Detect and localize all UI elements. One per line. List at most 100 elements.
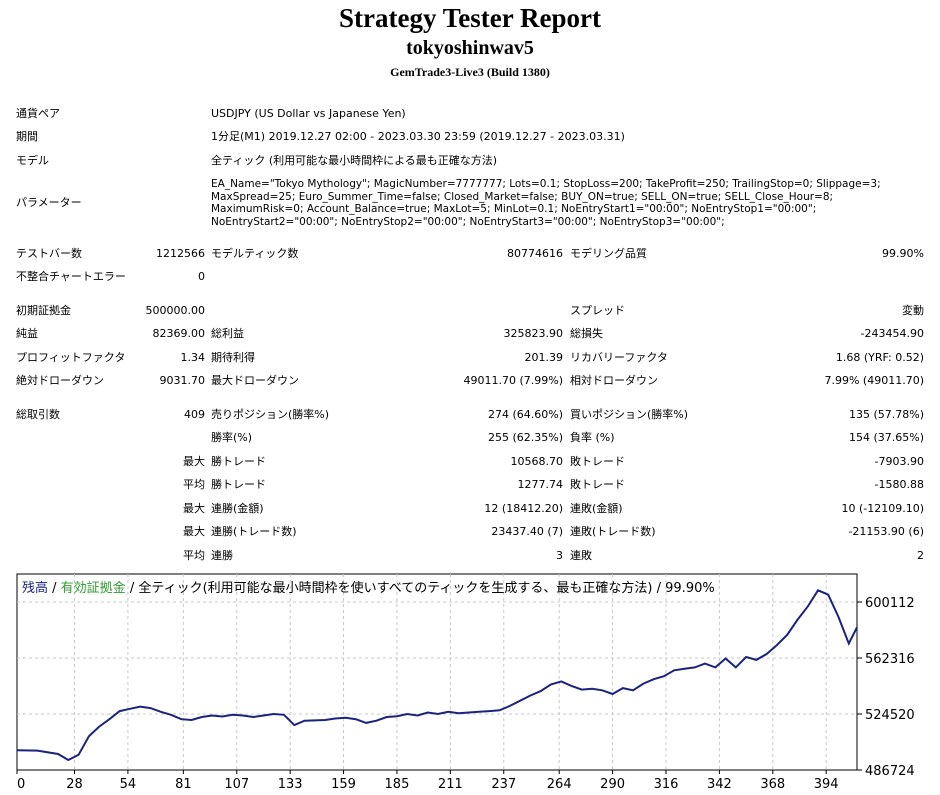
model-value: 全ティック (利用可能な最小時間枠による最も正確な方法) bbox=[211, 154, 498, 167]
consec-wins-label: 連勝(金額) bbox=[211, 502, 264, 515]
y-tick-label: 600112 bbox=[865, 596, 915, 611]
avg-word: 平均 bbox=[183, 478, 205, 491]
gross-profit-value: 325823.90 bbox=[503, 327, 564, 340]
x-tick-label: 237 bbox=[491, 777, 516, 792]
build-info: GemTrade3-Live3 (Build 1380) bbox=[390, 65, 550, 79]
symbol-value: USDJPY (US Dollar vs Japanese Yen) bbox=[211, 107, 406, 120]
params-value: EA_Name="Tokyo Mythology"; MagicNumber=7… bbox=[211, 178, 881, 228]
max-word-3: 最大 bbox=[183, 525, 205, 538]
balance-line bbox=[16, 589, 858, 762]
quality-value: 99.90% bbox=[882, 247, 924, 260]
max-dd-value: 49011.70 (7.99%) bbox=[463, 374, 563, 387]
params-label: パラメーター bbox=[16, 196, 82, 209]
x-tick-label: 394 bbox=[814, 777, 839, 792]
win-value: 255 (62.35%) bbox=[487, 431, 563, 444]
max-word: 最大 bbox=[183, 455, 205, 468]
y-tick-label: 562316 bbox=[865, 652, 915, 667]
spread-label: スプレッド bbox=[570, 304, 625, 317]
x-tick-label: 185 bbox=[385, 777, 410, 792]
x-tick-labels: 0 28 54 81 107 133 159 185 211 237 264 290 316 342 368… bbox=[16, 770, 839, 792]
x-tick-label: 28 bbox=[66, 777, 83, 792]
avg-word-2: 平均 bbox=[183, 549, 205, 562]
gross-loss-value: -243454.90 bbox=[860, 327, 924, 340]
period-value: 1分足(M1) 2019.12.27 02:00 - 2023.03.30 23… bbox=[211, 130, 625, 143]
quality-label: モデリング品質 bbox=[570, 247, 647, 260]
largest-win-value: 10568.70 bbox=[510, 455, 564, 468]
consec-profit-label: 連勝(トレード数) bbox=[211, 525, 297, 538]
max-word-2: 最大 bbox=[183, 502, 205, 515]
ticks-value: 80774616 bbox=[507, 247, 563, 260]
avg-consec-win-value: 3 bbox=[556, 549, 563, 562]
consec-loss-label: 連敗(トレード数) bbox=[570, 525, 656, 538]
trades-value: 409 bbox=[184, 408, 205, 421]
recovery-value: 1.68 (YRF: 0.52) bbox=[835, 351, 924, 364]
ticks-label: モデルティック数 bbox=[211, 247, 299, 260]
deposit-label: 初期証拠金 bbox=[16, 304, 71, 317]
payoff-value: 201.39 bbox=[524, 351, 564, 364]
win-trade-label: 勝トレード bbox=[211, 455, 266, 468]
spread-value: 変動 bbox=[902, 304, 924, 317]
symbol-label: 通貨ペア bbox=[16, 107, 60, 120]
avg-win-trade-label: 勝トレード bbox=[211, 478, 266, 491]
x-tick-label: 316 bbox=[654, 777, 679, 792]
y-tick-label: 524520 bbox=[865, 708, 915, 723]
win-label: 勝率(%) bbox=[211, 431, 253, 444]
legend-equity: 有効証拠金 bbox=[61, 580, 126, 596]
payoff-label: 期待利得 bbox=[211, 351, 255, 364]
errors-label: 不整合チャートエラー bbox=[16, 270, 126, 283]
x-tick-label: 290 bbox=[600, 777, 625, 792]
net-label: 純益 bbox=[16, 327, 38, 340]
avg-loss-value: -1580.88 bbox=[874, 478, 924, 491]
bars-value: 1212566 bbox=[156, 247, 205, 260]
avg-loss-trade-label: 敗トレード bbox=[570, 478, 625, 491]
net-value: 82369.00 bbox=[152, 327, 206, 340]
abs-dd-label: 絶対ドローダウン bbox=[16, 374, 104, 387]
rel-dd-label: 相対ドローダウン bbox=[570, 374, 658, 387]
rel-dd-value: 7.99% (49011.70) bbox=[824, 374, 924, 387]
loss-value: 154 (37.65%) bbox=[848, 431, 924, 444]
plot-frame bbox=[16, 573, 858, 771]
x-tick-label: 133 bbox=[278, 777, 303, 792]
x-tick-label: 264 bbox=[547, 777, 572, 792]
pf-label: プロフィットファクタ bbox=[16, 351, 126, 364]
pf-value: 1.34 bbox=[180, 351, 206, 364]
deposit-value: 500000.00 bbox=[145, 304, 206, 317]
long-value: 135 (57.78%) bbox=[848, 408, 924, 421]
largest-loss-value: -7903.90 bbox=[874, 455, 924, 468]
loss-label: 負率 (%) bbox=[570, 431, 615, 444]
x-tick-label: 342 bbox=[707, 777, 732, 792]
gross-profit-label: 総利益 bbox=[211, 327, 244, 340]
max-dd-label: 最大ドローダウン bbox=[211, 374, 299, 387]
ea-name: tokyoshinwav5 bbox=[406, 37, 534, 59]
x-tick-label: 107 bbox=[224, 777, 249, 792]
abs-dd-value: 9031.70 bbox=[159, 374, 206, 387]
avg-consec-win-label: 連勝 bbox=[211, 549, 233, 562]
x-tick-label: 159 bbox=[331, 777, 356, 792]
x-tick-label: 54 bbox=[120, 777, 137, 792]
consec-losses-label: 連敗(金額) bbox=[570, 502, 623, 515]
x-tick-label: 0 bbox=[17, 777, 25, 792]
chart-legend: 残高 / 有効証拠金 / 全ティック(利用可能な最小時間枠を使いすべてのティック… bbox=[22, 580, 715, 596]
loss-trade-label: 敗トレード bbox=[570, 455, 625, 468]
recovery-label: リカバリーファクタ bbox=[570, 351, 668, 364]
gross-loss-label: 総損失 bbox=[570, 327, 603, 340]
avg-consec-loss-value: 2 bbox=[917, 549, 924, 562]
short-value: 274 (64.60%) bbox=[487, 408, 563, 421]
x-tick-label: 211 bbox=[438, 777, 463, 792]
consec-loss-value: -21153.90 (6) bbox=[848, 525, 924, 538]
legend-sep-1: / bbox=[48, 581, 61, 596]
trades-label: 総取引数 bbox=[16, 408, 60, 421]
short-label: 売りポジション(勝率%) bbox=[211, 408, 330, 421]
x-tick-label: 81 bbox=[175, 777, 192, 792]
avg-win-value: 1277.74 bbox=[517, 478, 564, 491]
period-label: 期間 bbox=[16, 130, 38, 143]
avg-consec-loss-label: 連敗 bbox=[570, 549, 592, 562]
legend-balance: 残高 bbox=[22, 580, 48, 596]
x-tick-label: 368 bbox=[760, 777, 785, 792]
y-tick-label: 486724 bbox=[865, 764, 915, 779]
consec-wins-value: 12 (18412.20) bbox=[484, 502, 563, 515]
y-tick-labels: 600112 562316 524520 486724 bbox=[857, 596, 915, 779]
long-label: 買いポジション(勝率%) bbox=[570, 408, 689, 421]
page-title: Strategy Tester Report bbox=[339, 3, 601, 33]
legend-sep-2: / bbox=[126, 581, 139, 596]
